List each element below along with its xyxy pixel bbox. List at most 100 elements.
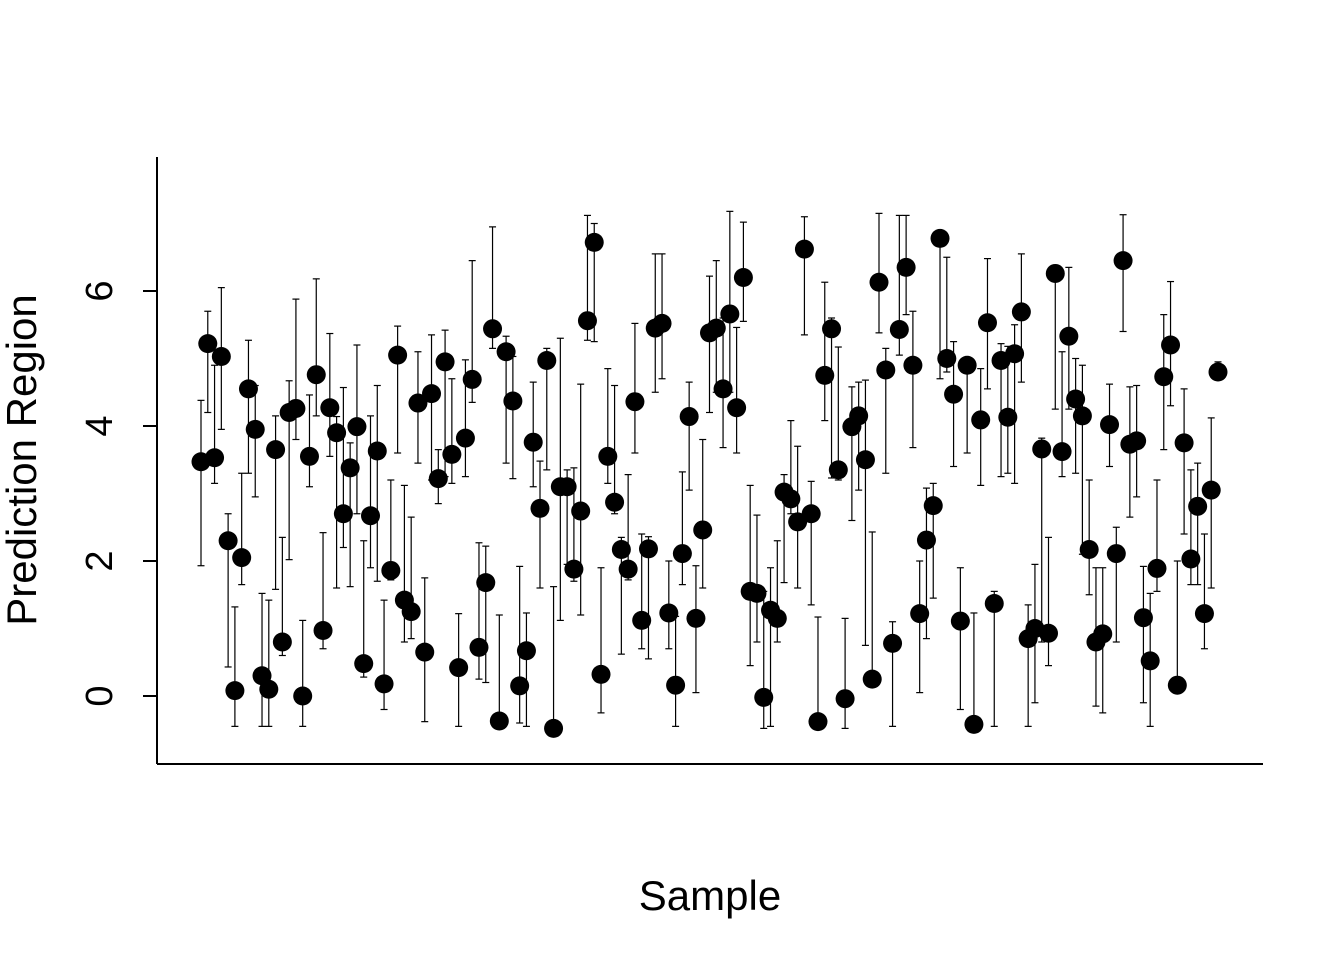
data-point-95 bbox=[828, 346, 848, 481]
point-marker bbox=[632, 610, 652, 630]
point-marker bbox=[1133, 608, 1153, 628]
point-marker bbox=[428, 469, 448, 489]
point-marker bbox=[1113, 251, 1133, 271]
data-point-4 bbox=[211, 287, 231, 430]
point-marker bbox=[415, 642, 435, 662]
data-point-107 bbox=[910, 560, 930, 694]
data-point-47 bbox=[503, 355, 523, 480]
point-marker bbox=[1093, 624, 1113, 644]
data-point-118 bbox=[984, 590, 1004, 727]
data-point-7 bbox=[232, 472, 252, 586]
data-point-45 bbox=[489, 614, 509, 731]
point-marker bbox=[320, 398, 340, 418]
data-point-99 bbox=[855, 379, 875, 646]
point-marker bbox=[381, 560, 401, 580]
point-marker bbox=[916, 530, 936, 550]
data-point-17 bbox=[299, 394, 319, 488]
data-point-27 bbox=[367, 384, 387, 582]
data-point-132 bbox=[1079, 479, 1099, 596]
point-marker bbox=[584, 232, 604, 252]
data-point-126 bbox=[1039, 536, 1058, 667]
data-point-81 bbox=[733, 221, 753, 322]
point-marker bbox=[1032, 439, 1052, 459]
point-marker bbox=[618, 559, 638, 579]
point-marker bbox=[767, 608, 787, 628]
point-marker bbox=[1127, 431, 1147, 451]
data-point-140 bbox=[1133, 565, 1153, 704]
point-marker bbox=[666, 675, 686, 695]
data-point-73 bbox=[679, 381, 699, 491]
point-marker bbox=[720, 304, 740, 324]
data-point-16 bbox=[293, 619, 313, 727]
point-marker bbox=[781, 489, 801, 509]
data-point-115 bbox=[964, 612, 984, 734]
data-point-93 bbox=[815, 281, 835, 422]
data-point-79 bbox=[720, 210, 740, 393]
data-point-67 bbox=[638, 536, 658, 660]
data-point-137 bbox=[1113, 214, 1133, 333]
point-marker bbox=[984, 594, 1004, 614]
point-marker bbox=[205, 448, 225, 468]
point-marker bbox=[591, 664, 611, 684]
data-point-149 bbox=[1194, 533, 1214, 650]
point-marker bbox=[611, 540, 631, 560]
point-marker bbox=[1066, 389, 1086, 409]
point-marker bbox=[713, 379, 733, 399]
data-point-60 bbox=[591, 567, 611, 714]
data-point-30 bbox=[388, 325, 408, 454]
data-point-72 bbox=[672, 471, 692, 586]
point-marker bbox=[489, 711, 509, 731]
point-marker bbox=[822, 319, 842, 339]
point-marker bbox=[903, 355, 923, 375]
point-marker bbox=[876, 360, 896, 380]
point-marker bbox=[801, 504, 821, 524]
data-point-122 bbox=[1011, 253, 1031, 383]
point-marker bbox=[469, 637, 489, 657]
data-point-86 bbox=[767, 540, 787, 643]
data-point-143 bbox=[1154, 314, 1174, 451]
point-marker bbox=[605, 492, 625, 512]
data-point-62 bbox=[605, 384, 625, 515]
point-marker bbox=[503, 391, 523, 411]
data-point-148 bbox=[1188, 462, 1208, 586]
point-marker bbox=[883, 633, 903, 653]
data-point-13 bbox=[272, 536, 292, 657]
data-point-70 bbox=[659, 560, 679, 650]
data-point-23 bbox=[340, 442, 360, 588]
point-marker bbox=[686, 608, 706, 628]
plot-marks bbox=[191, 210, 1228, 738]
point-marker bbox=[510, 676, 530, 696]
point-marker bbox=[272, 632, 292, 652]
y-tick-label: 6 bbox=[79, 280, 121, 301]
data-point-15 bbox=[286, 298, 306, 441]
point-marker bbox=[1154, 367, 1174, 387]
y-axis-title: Prediction Region bbox=[0, 294, 45, 626]
data-point-32 bbox=[401, 516, 421, 640]
data-point-71 bbox=[666, 615, 686, 727]
data-point-129 bbox=[1059, 266, 1079, 410]
point-marker bbox=[652, 313, 672, 333]
data-point-41 bbox=[462, 260, 482, 403]
data-point-114 bbox=[957, 355, 977, 454]
point-marker bbox=[625, 392, 645, 412]
data-point-69 bbox=[652, 253, 672, 380]
point-marker bbox=[638, 539, 658, 559]
data-point-134 bbox=[1093, 567, 1113, 714]
point-marker bbox=[937, 349, 957, 368]
data-point-96 bbox=[835, 617, 855, 730]
data-point-59 bbox=[584, 222, 604, 343]
point-marker bbox=[849, 406, 869, 426]
data-point-61 bbox=[598, 368, 618, 484]
data-point-28 bbox=[374, 599, 394, 711]
data-point-50 bbox=[523, 381, 543, 488]
data-point-77 bbox=[706, 260, 726, 393]
data-point-34 bbox=[415, 577, 435, 723]
point-marker bbox=[794, 239, 814, 259]
point-marker bbox=[910, 604, 930, 624]
point-marker bbox=[198, 334, 218, 354]
data-point-112 bbox=[944, 341, 964, 468]
data-point-26 bbox=[361, 415, 380, 569]
data-point-74 bbox=[686, 565, 706, 694]
data-point-39 bbox=[449, 613, 469, 727]
data-point-92 bbox=[808, 616, 828, 732]
